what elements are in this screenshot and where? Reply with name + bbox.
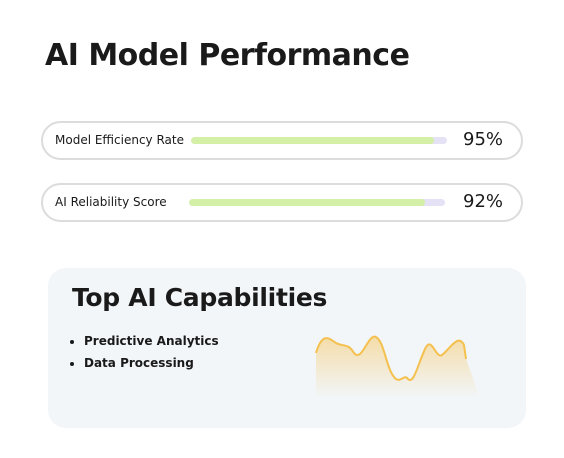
sparkline-area <box>316 336 480 398</box>
capabilities-card: Top AI Capabilities Predictive Analytics… <box>48 268 526 428</box>
metric-pill: Model Efficiency Rate 95% <box>41 121 523 160</box>
progress-track <box>191 137 447 144</box>
capability-item: Data Processing <box>84 356 219 370</box>
metric-label: Model Efficiency Rate <box>55 133 184 147</box>
page-title: AI Model Performance <box>45 38 410 73</box>
metric-value: 95% <box>463 129 504 150</box>
card-title: Top AI Capabilities <box>72 283 328 312</box>
capability-item: Predictive Analytics <box>84 334 219 348</box>
progress-fill <box>189 199 425 206</box>
progress-track <box>189 199 445 206</box>
capability-list: Predictive Analytics Data Processing <box>66 334 219 378</box>
progress-fill <box>191 137 435 144</box>
metric-pill: AI Reliability Score 92% <box>41 183 523 222</box>
metric-label: AI Reliability Score <box>55 195 167 209</box>
sparkline <box>315 335 480 398</box>
metric-value: 92% <box>463 191 504 212</box>
sparkline-line <box>315 335 467 382</box>
